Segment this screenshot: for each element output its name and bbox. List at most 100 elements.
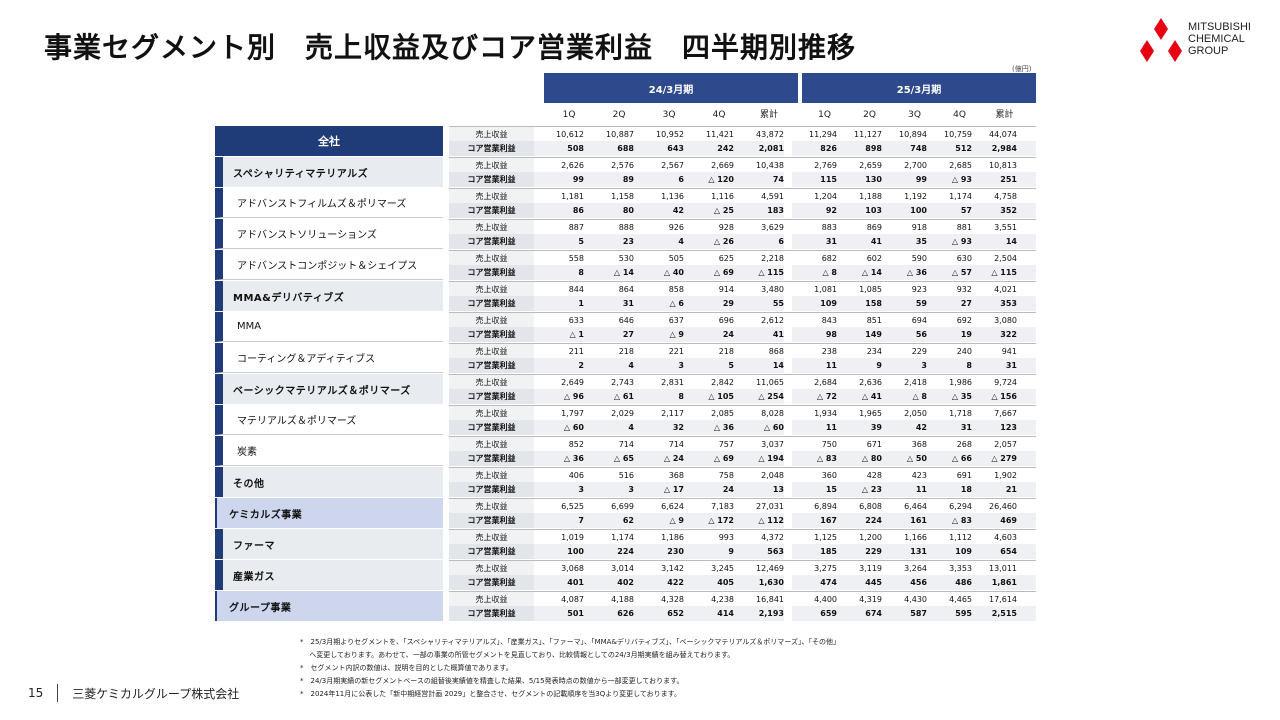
table-cell: 360 [821, 471, 837, 480]
table-cell: 4,400 [814, 595, 837, 604]
table-cell: 2,085 [711, 409, 734, 418]
segment-name: ファーマ [215, 529, 443, 559]
table-cell: 1,085 [859, 285, 882, 294]
table-cell: 10,759 [944, 130, 972, 139]
table-cell: 9 [728, 547, 734, 556]
table-cell: 18 [960, 485, 972, 494]
table-cell: 27 [622, 330, 634, 339]
row-metric-label: コア営業利益 [449, 296, 534, 311]
table-row-core: コア営業利益 △ 96 △ 61 8 △ 105 △ 254 △ 72 △ 41 △ 8 △ 35… [449, 389, 1036, 404]
table-cell: 10,813 [989, 161, 1017, 170]
table-cell: 1 [578, 299, 584, 308]
table-cell: 501 [567, 609, 584, 618]
table-row-sales: 売上収益 406 516 368 758 2,048 360 428 423 691 1,902 [449, 467, 1036, 483]
footnote: * セグメント内訳の数値は、説明を目的とした概算値であります。 [300, 664, 513, 672]
table-cell: 8,028 [761, 409, 784, 418]
table-cell: 7,183 [711, 502, 734, 511]
table-cell: 15 [825, 485, 837, 494]
table-cell: 757 [718, 440, 734, 449]
segment-label: 全社 [318, 135, 340, 148]
table-cell: 2,831 [661, 378, 684, 387]
table-cell: △ 14 [861, 268, 882, 277]
table-cell: 869 [866, 223, 882, 232]
table-cell: 688 [617, 144, 634, 153]
table-cell: 590 [911, 254, 927, 263]
segment-label: アドバンストコンポジット＆シェイプス [237, 261, 418, 272]
table-row-core: コア営業利益 508 688 643 242 2,081 826 898 748 512 2,984 [449, 141, 1036, 156]
table-cell: 652 [667, 609, 684, 618]
table-cell: 1,125 [814, 533, 837, 542]
table-cell: 1,192 [904, 192, 927, 201]
row-metric-label: コア営業利益 [449, 172, 534, 187]
table-cell: △ 25 [713, 206, 734, 215]
footnote: へ変更しております。あわせて、一部の事業の所管セグメントを見直しており、比較情報… [300, 651, 735, 659]
table-cell: 11,065 [756, 378, 784, 387]
table-cell: 530 [618, 254, 634, 263]
table-cell: 3 [921, 361, 927, 370]
segment-label: ベーシックマテリアルズ＆ポリマーズ [233, 385, 411, 397]
row-metric-label: 売上収益 [449, 282, 534, 297]
row-metric-label: 売上収益 [449, 561, 534, 576]
table-cell: 99 [572, 175, 584, 184]
table-cell: 2,669 [711, 161, 734, 170]
table-row-sales: 売上収益 1,019 1,174 1,186 993 4,372 1,125 1,200 1,1… [449, 529, 1036, 545]
table-cell: 13,011 [989, 564, 1017, 573]
table-cell: 2,029 [611, 409, 634, 418]
table-cell: 80 [622, 206, 634, 215]
table-cell: 3,014 [611, 564, 634, 573]
table-cell: △ 17 [663, 485, 684, 494]
table-cell: 1,200 [859, 533, 882, 542]
table-cell: 1,186 [661, 533, 684, 542]
table-cell: △ 65 [613, 454, 634, 463]
table-cell: 57 [960, 206, 972, 215]
table-cell: 602 [866, 254, 882, 263]
table-cell: 224 [617, 547, 634, 556]
table-cell: 714 [618, 440, 634, 449]
table-cell: 646 [618, 316, 634, 325]
row-metric-label: コア営業利益 [449, 513, 534, 528]
segment-label: アドバンストフィルムズ＆ポリマーズ [237, 199, 407, 210]
segment-name: 全社 [215, 126, 443, 156]
table-cell: 1,136 [661, 192, 684, 201]
page-number: 15 [28, 686, 44, 700]
segment-label: アドバンストソリューションズ [237, 230, 377, 241]
table-cell: 8 [966, 361, 972, 370]
table-row-core: コア営業利益 1 31 △ 6 29 55 109 158 59 27 353 [449, 296, 1036, 311]
row-metric-label: コア営業利益 [449, 234, 534, 249]
table-cell: 6,894 [814, 502, 837, 511]
table-cell: △ 40 [663, 268, 684, 277]
segment-label: MMA&デリバティブズ [233, 292, 345, 304]
table-cell: △ 93 [951, 175, 972, 184]
table-cell: 512 [955, 144, 972, 153]
table-cell: △ 41 [861, 392, 882, 401]
table-cell: 24 [722, 485, 734, 494]
row-metric-label: コア営業利益 [449, 265, 534, 280]
quarter-header: 2Q [863, 110, 876, 120]
table-cell: 674 [865, 609, 882, 618]
row-metric-label: 売上収益 [449, 592, 534, 607]
table-cell: △ 9 [669, 516, 684, 525]
table-cell: 883 [821, 223, 837, 232]
quarter-header: 累計 [759, 110, 778, 120]
table-cell: 4 [628, 423, 634, 432]
table-cell: 352 [1000, 206, 1017, 215]
table-cell: 864 [618, 285, 634, 294]
table-row-sales: 売上収益 2,649 2,743 2,831 2,842 11,065 2,684 2,636… [449, 374, 1036, 390]
table-cell: △ 35 [951, 392, 972, 401]
table-cell: 56 [915, 330, 927, 339]
table-cell: 109 [955, 547, 972, 556]
segment-label: コーティング＆アディティブス [237, 354, 376, 365]
table-cell: 1,630 [758, 578, 784, 587]
table-cell: 898 [865, 144, 882, 153]
table-cell: 43,872 [756, 130, 784, 139]
table-cell: 6,624 [661, 502, 684, 511]
table-cell: 11,127 [854, 130, 882, 139]
table-row-sales: 売上収益 6,525 6,699 6,624 7,183 27,031 6,894 6,808… [449, 498, 1036, 514]
table-cell: 2,659 [859, 161, 882, 170]
table-cell: 10,438 [756, 161, 784, 170]
row-metric-label: 売上収益 [449, 189, 534, 204]
table-cell: 505 [668, 254, 684, 263]
table-cell: 2,081 [758, 144, 784, 153]
table-cell: 31 [825, 237, 837, 246]
row-metric-label: 売上収益 [449, 468, 534, 483]
